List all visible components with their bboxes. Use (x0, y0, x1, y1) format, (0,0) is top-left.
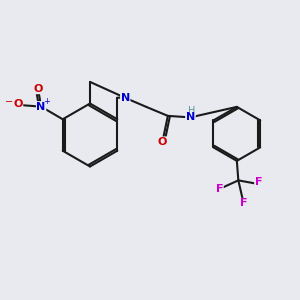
Text: +: + (43, 97, 50, 106)
Text: H: H (188, 106, 196, 116)
Text: O: O (157, 137, 167, 147)
Text: N: N (121, 93, 130, 103)
Text: F: F (255, 177, 262, 187)
Text: N: N (186, 112, 195, 122)
Text: O: O (33, 84, 43, 94)
Text: O: O (13, 99, 23, 109)
Text: −: − (5, 97, 13, 106)
Text: F: F (240, 199, 247, 208)
Text: N: N (37, 102, 46, 112)
Text: F: F (216, 184, 223, 194)
